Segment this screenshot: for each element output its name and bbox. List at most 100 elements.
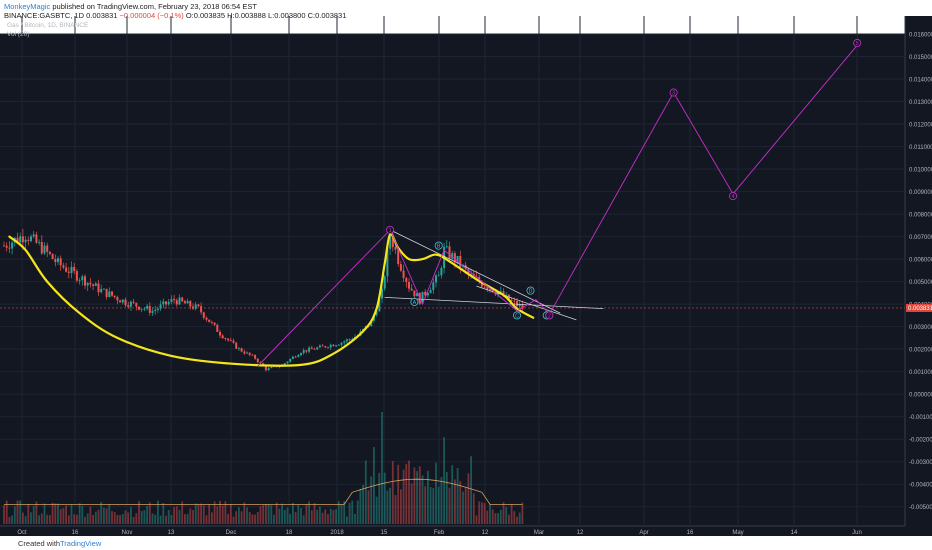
candle-body	[65, 267, 68, 272]
volume-bar	[140, 511, 143, 524]
volume-bar	[413, 467, 416, 524]
volume-bar	[319, 506, 321, 524]
volume-bar	[356, 500, 359, 524]
volume-bar	[286, 507, 289, 524]
volume-bar	[84, 516, 86, 524]
candle-body	[397, 249, 400, 265]
volume-bar	[294, 512, 297, 524]
x-tick-label: 15	[381, 530, 388, 536]
candle-body	[340, 342, 343, 345]
candle-body	[62, 265, 65, 268]
candle-body	[156, 308, 159, 310]
y-tick-label: 0.002000	[909, 348, 932, 354]
candle-body	[173, 298, 176, 301]
candle-body	[81, 276, 84, 281]
candle-body	[143, 308, 146, 310]
candle-body	[256, 358, 259, 363]
volume-bar	[324, 509, 327, 524]
publish-line: MonkeyMagic published on TradingView.com…	[4, 2, 257, 11]
y-tick-label: 0.008000	[909, 213, 932, 219]
volume-bar	[429, 486, 432, 524]
candle-body	[264, 366, 267, 371]
candle-body	[332, 344, 335, 347]
x-tick-label: Apr	[639, 530, 648, 536]
volume-bar	[381, 412, 383, 524]
volume-bar	[327, 514, 329, 524]
candle-body	[486, 287, 489, 290]
candle-body	[138, 306, 140, 310]
volume-bar	[513, 511, 516, 524]
y-tick-label: 0.001000	[909, 370, 932, 376]
volume-bar	[3, 505, 5, 524]
symbol-line: BINANCE:GASBTC, 1D 0.003831 −0.000004 (−…	[4, 11, 346, 20]
trendline-upper	[389, 229, 561, 314]
price-chart[interactable]: 0.016000 0.015000 0.014000 0.013000 0.012000…	[0, 16, 932, 536]
candle-body	[424, 291, 427, 296]
candle-body	[394, 247, 397, 250]
candle-body	[27, 239, 30, 242]
volume-bar	[24, 516, 27, 524]
y-tick-label: 0.003000	[909, 325, 932, 331]
volume-bar	[192, 510, 194, 524]
y-tick-label: -0.004000	[909, 483, 932, 489]
y-tick-label: 0.009000	[909, 190, 932, 196]
x-tick-label: 12	[577, 530, 584, 536]
volume-bar	[5, 500, 8, 524]
candle-body	[351, 339, 354, 340]
candle-body	[35, 234, 38, 243]
candle-body	[405, 278, 408, 282]
volume-bar	[378, 472, 381, 524]
volume-bar	[259, 506, 262, 524]
current-price-tag	[906, 303, 932, 312]
volume-bar	[462, 491, 464, 524]
candle-body	[402, 270, 405, 279]
volume-bar	[281, 503, 283, 524]
volume-bar	[121, 513, 124, 524]
volume-bar	[256, 512, 259, 524]
volume-bar	[508, 514, 510, 524]
volume-bar	[278, 508, 281, 524]
volume-bar	[494, 513, 497, 524]
candle-body	[92, 284, 95, 286]
tradingview-brand[interactable]: TradingView	[60, 539, 102, 548]
volume-bar	[451, 465, 454, 524]
volume-bar	[472, 493, 475, 524]
candle-body	[170, 298, 173, 303]
volume-bar	[40, 513, 43, 524]
volume-bar	[124, 510, 127, 524]
volume-bar	[464, 487, 467, 524]
volume-bar	[19, 500, 22, 524]
ohlc-text: O:0.003835 H:0.003888 L:0.003800 C:0.003…	[185, 11, 347, 20]
x-tick-label: 16	[687, 530, 694, 536]
volume-bar	[329, 508, 332, 524]
candle-body	[86, 282, 89, 286]
candle-body	[308, 347, 311, 352]
candle-body	[321, 345, 324, 347]
candle-body	[127, 305, 130, 307]
candle-body	[243, 351, 246, 354]
y-tick-label: 0.016000	[909, 33, 932, 39]
volume-bar	[35, 501, 38, 524]
chart-header: MonkeyMagic published on TradingView.com…	[0, 0, 932, 34]
candle-body	[189, 300, 192, 307]
volume-bar	[162, 503, 165, 524]
candle-body	[67, 271, 70, 273]
y-tick-label: 0.015000	[909, 55, 932, 61]
volume-bar	[127, 512, 130, 524]
candle-body	[84, 276, 86, 286]
volume-bar	[489, 503, 491, 524]
volume-bar	[491, 509, 494, 524]
volume-bar	[189, 508, 192, 524]
candle-body	[370, 320, 373, 327]
volume-bar	[165, 515, 167, 524]
candle-body	[113, 295, 116, 297]
x-tick-label: May	[732, 530, 743, 536]
author-link[interactable]: MonkeyMagic	[4, 2, 51, 11]
candle-body	[383, 276, 386, 289]
wave-label-circle	[513, 311, 522, 320]
candle-body	[194, 304, 197, 309]
volume-bar	[70, 504, 73, 524]
candle-body	[421, 291, 424, 304]
candle-body	[286, 361, 289, 364]
y-tick-label: -0.003000	[909, 460, 932, 466]
